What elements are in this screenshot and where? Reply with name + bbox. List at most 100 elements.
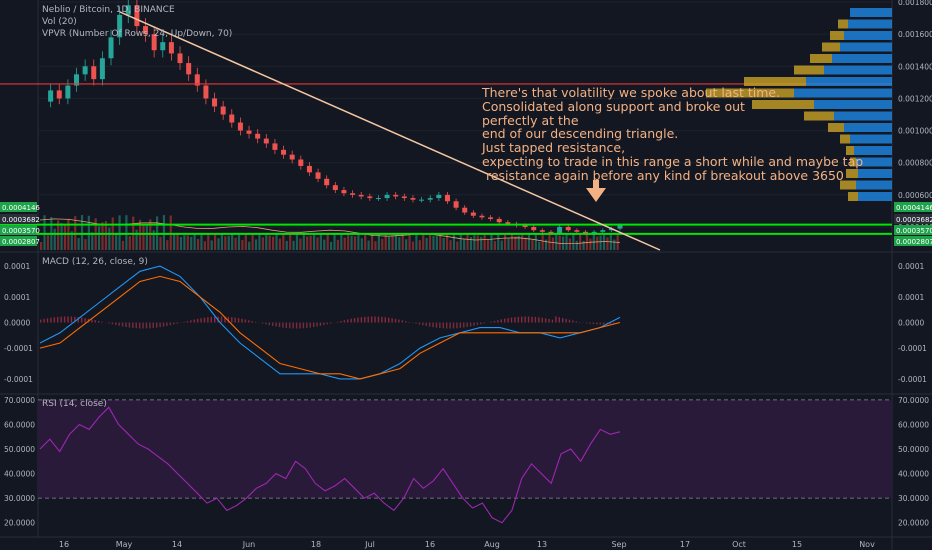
macd-tick-label: 0.0001 [4,293,30,302]
volume-bar [340,233,343,250]
macd-histogram-bar [507,318,509,323]
macd-histogram-bar [292,322,294,329]
volume-bar [418,240,421,250]
macd-histogram-bar [101,321,103,323]
price-axis-label-text: 0.0004146 [896,204,932,212]
macd-histogram-bar [432,322,434,328]
price-axis-label-text: 0.0003682 [896,216,932,224]
macd-histogram-bar [275,322,277,327]
macd-histogram-bar [220,316,223,323]
price-axis-label-text: 0.0004146 [2,204,40,212]
candle-body [134,5,140,27]
annotation-line: Consolidated along support and broke out [482,98,745,114]
volume-bar [193,233,196,250]
symbol-title: Neblio / Bitcoin, 1D, BINANCE [42,5,175,15]
volume-bar [169,215,172,250]
macd-histogram-bar [289,322,291,329]
macd-histogram-bar [302,322,305,329]
macd-histogram-bar [449,322,451,329]
macd-histogram-bar [203,317,206,323]
vpvr-down-bar [804,111,834,121]
volume-bar [289,233,292,250]
macd-histogram-bar [108,322,110,324]
volume-bar [428,234,432,250]
volume-bar [442,237,445,250]
macd-histogram-bar [459,322,462,328]
candle-body [212,98,218,107]
volume-bar [473,235,476,250]
vpvr-down-bar [838,19,848,29]
volume-bar [435,236,438,250]
volume-bar [40,242,43,250]
candle-body [255,133,261,139]
x-tick-label: Aug [484,540,500,549]
x-tick-label: 16 [425,540,435,549]
volume-bar [265,234,268,250]
macd-histogram-bar [473,322,475,326]
macd-tick-label: 0.0000 [898,319,924,328]
macd-tick-label: 0.0001 [898,262,924,271]
macd-histogram-bar [135,322,137,329]
volume-bar [486,238,490,250]
volume-bar [524,237,527,250]
macd-histogram-bar [381,316,383,323]
macd-histogram-bar [531,316,533,323]
macd-histogram-bar [565,318,567,323]
vpvr-down-bar [744,77,806,86]
macd-histogram-bar [602,322,605,325]
candle-body [427,198,433,200]
macd-histogram-bar [367,316,369,323]
volume-bar [599,235,602,250]
x-tick-label: Sep [611,540,626,549]
macd-histogram-bar [132,322,134,328]
macd-histogram-bar [319,322,322,326]
volume-bar [319,233,322,250]
volume-bar [275,234,278,250]
volume-bar [333,233,336,250]
candle-body [332,185,338,191]
macd-histogram-bar [224,316,226,323]
volume-bar [572,233,575,250]
macd-histogram-bar [43,318,45,323]
candle-body [557,226,563,234]
volume-bar [439,234,442,250]
volume-bar [53,228,56,250]
volume-bar [244,233,247,250]
macd-histogram-bar [613,322,615,324]
x-tick-label: Nov [859,540,875,549]
vpvr-up-bar [794,88,892,98]
macd-histogram-bar [425,322,427,326]
macd-histogram-bar [200,318,202,323]
volume-bar [330,241,333,250]
macd-histogram-bar [415,322,417,324]
candle-body [341,190,347,194]
price-axis-label-text: 0.0002807 [2,238,40,246]
macd-histogram-bar [336,321,339,323]
macd-histogram-bar [435,322,438,328]
volume-bar [173,233,176,250]
candle-body [229,114,235,123]
price-axis-label [0,225,37,235]
macd-histogram-bar [551,319,554,323]
macd-histogram-bar [538,317,540,323]
candle-body [99,58,105,80]
vpvr-down-bar [830,31,844,40]
macd-tick-label: -0.0001 [4,375,33,384]
macd-histogram-bar [524,316,526,323]
volume-bar [538,241,541,250]
macd-histogram-bar [190,320,192,323]
candle-body [151,34,157,51]
candle-body [600,230,606,232]
volume-bar [616,233,619,250]
macd-histogram-bar [418,322,421,325]
volume-bar [534,233,537,250]
price-axis-label [894,236,932,246]
macd-histogram-bar [46,318,49,323]
x-tick-label: Jun [242,540,256,549]
macd-histogram-bar [91,319,93,323]
price-axis-label [894,225,932,235]
volume-bar [347,234,350,250]
rsi-tick-label: 30.0000 [898,494,929,503]
volume-bar [589,238,592,250]
